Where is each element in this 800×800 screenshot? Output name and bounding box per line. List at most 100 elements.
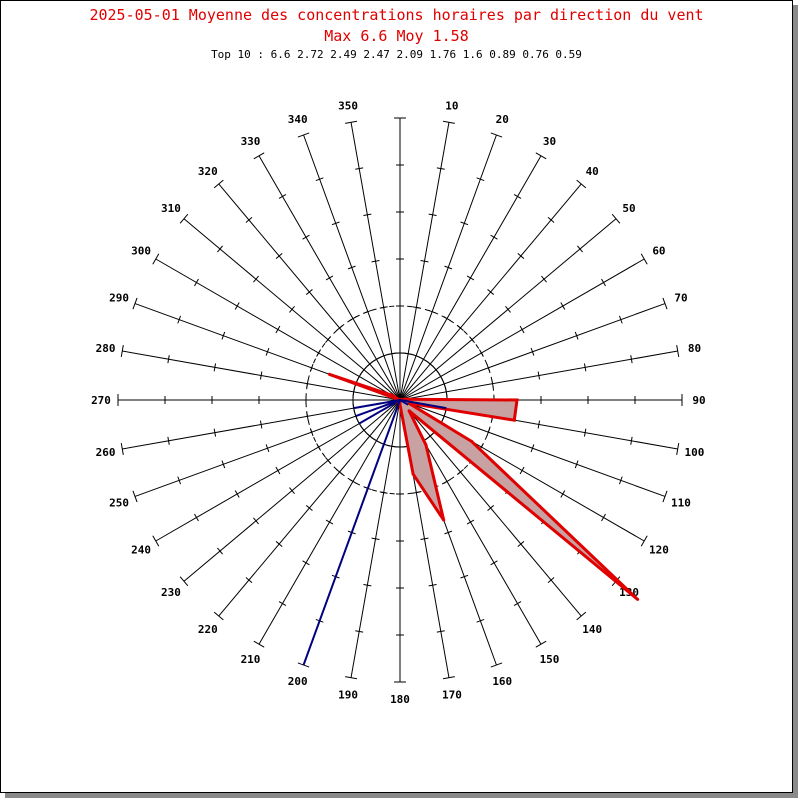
tick-260-3 xyxy=(259,420,263,429)
tick-260-6 xyxy=(120,442,124,455)
concentration-point-290 xyxy=(327,372,331,376)
tick-50-5 xyxy=(577,245,583,253)
tick-40-3 xyxy=(487,289,495,295)
tick-80-6 xyxy=(676,345,680,358)
tick-330-3 xyxy=(325,275,334,281)
tick-320-5 xyxy=(245,217,253,223)
tick-230-4 xyxy=(253,517,259,525)
direction-label-270: 270 xyxy=(91,394,111,407)
tick-210-3 xyxy=(325,519,334,525)
direction-label-40: 40 xyxy=(586,165,599,178)
tick-150-6 xyxy=(535,640,547,648)
tick-160-5 xyxy=(476,618,485,623)
concentration-point-90 xyxy=(515,398,519,402)
tick-30-6 xyxy=(535,152,547,160)
direction-label-280: 280 xyxy=(96,342,116,355)
tick-240-4 xyxy=(234,490,240,498)
direction-label-350: 350 xyxy=(338,100,358,113)
tick-60-5 xyxy=(601,278,606,287)
direction-label-110: 110 xyxy=(671,496,691,509)
chart-title: 2025-05-01 Moyenne des concentrations ho… xyxy=(89,6,704,24)
tick-220-5 xyxy=(245,577,253,583)
tick-320-4 xyxy=(275,253,283,259)
tick-220-6 xyxy=(213,611,224,621)
direction-label-310: 310 xyxy=(161,202,181,215)
tick-10-3 xyxy=(420,259,429,263)
tick-160-4 xyxy=(460,574,469,579)
direction-label-340: 340 xyxy=(288,113,308,126)
direction-label-10: 10 xyxy=(445,100,458,113)
tick-220-3 xyxy=(305,505,313,511)
tick-10-4 xyxy=(428,213,437,217)
tick-220-4 xyxy=(275,541,283,547)
direction-label-20: 20 xyxy=(496,113,509,126)
tick-290-3 xyxy=(265,347,270,356)
tick-20-4 xyxy=(460,221,469,226)
tick-300-5 xyxy=(194,278,199,287)
top10-text: Top 10 : 6.6 2.72 2.49 2.47 2.09 1.76 1.… xyxy=(211,48,582,61)
tick-170-6 xyxy=(442,676,455,680)
direction-label-160: 160 xyxy=(492,675,512,688)
tick-310-4 xyxy=(253,275,259,283)
concentration-point-300 xyxy=(390,393,394,397)
tick-20-3 xyxy=(444,265,453,270)
frequency-line-240 xyxy=(358,399,401,425)
tick-40-4 xyxy=(517,253,525,259)
tick-350-6 xyxy=(345,120,358,124)
direction-label-240: 240 xyxy=(131,544,151,557)
tick-240-6 xyxy=(152,535,160,547)
tick-210-6 xyxy=(253,640,265,648)
tick-50-3 xyxy=(505,305,511,313)
tick-70-5 xyxy=(618,315,623,324)
frequency-line-200 xyxy=(302,399,401,666)
tick-350-4 xyxy=(363,213,372,217)
tick-70-4 xyxy=(574,331,579,340)
tick-280-5 xyxy=(167,355,170,364)
direction-label-250: 250 xyxy=(109,496,129,509)
tick-40-6 xyxy=(576,179,587,189)
tick-60-6 xyxy=(640,253,648,265)
tick-210-4 xyxy=(302,560,310,566)
tick-230-5 xyxy=(217,547,223,555)
concentration-point-130 xyxy=(636,597,640,601)
concentration-point-100 xyxy=(512,418,516,422)
frequency-line-260 xyxy=(353,399,401,410)
direction-label-80: 80 xyxy=(688,342,701,355)
tick-120-5 xyxy=(601,513,606,522)
concentration-point-120 xyxy=(470,439,474,443)
tick-320-3 xyxy=(305,289,313,295)
tick-20-6 xyxy=(490,132,503,138)
tick-300-3 xyxy=(275,325,281,334)
tick-60-4 xyxy=(560,302,566,310)
tick-170-4 xyxy=(428,583,437,587)
tick-340-3 xyxy=(347,265,356,270)
tick-30-5 xyxy=(513,194,522,199)
direction-label-100: 100 xyxy=(685,446,705,459)
tick-300-4 xyxy=(234,302,240,310)
direction-label-140: 140 xyxy=(582,623,602,636)
tick-330-6 xyxy=(253,152,265,160)
tick-120-4 xyxy=(560,490,566,498)
direction-label-180: 180 xyxy=(390,693,410,706)
tick-240-5 xyxy=(194,513,199,522)
direction-label-90: 90 xyxy=(692,394,705,407)
direction-label-60: 60 xyxy=(652,245,665,258)
direction-label-300: 300 xyxy=(131,245,151,258)
tick-100-4 xyxy=(583,428,587,437)
tick-290-4 xyxy=(221,331,226,340)
direction-label-290: 290 xyxy=(109,292,129,305)
tick-250-4 xyxy=(221,460,226,469)
tick-30-4 xyxy=(490,234,498,240)
tick-190-3 xyxy=(371,537,380,541)
direction-label-190: 190 xyxy=(338,688,358,701)
tick-320-6 xyxy=(213,179,224,189)
tick-110-3 xyxy=(530,444,535,453)
tick-310-3 xyxy=(289,305,295,313)
chart-subtitle: Max 6.6 Moy 1.58 xyxy=(324,27,469,45)
concentration-point-150 xyxy=(424,443,428,447)
tick-340-5 xyxy=(315,177,324,182)
tick-110-5 xyxy=(618,476,623,485)
tick-290-5 xyxy=(177,315,182,324)
tick-140-6 xyxy=(576,611,587,621)
